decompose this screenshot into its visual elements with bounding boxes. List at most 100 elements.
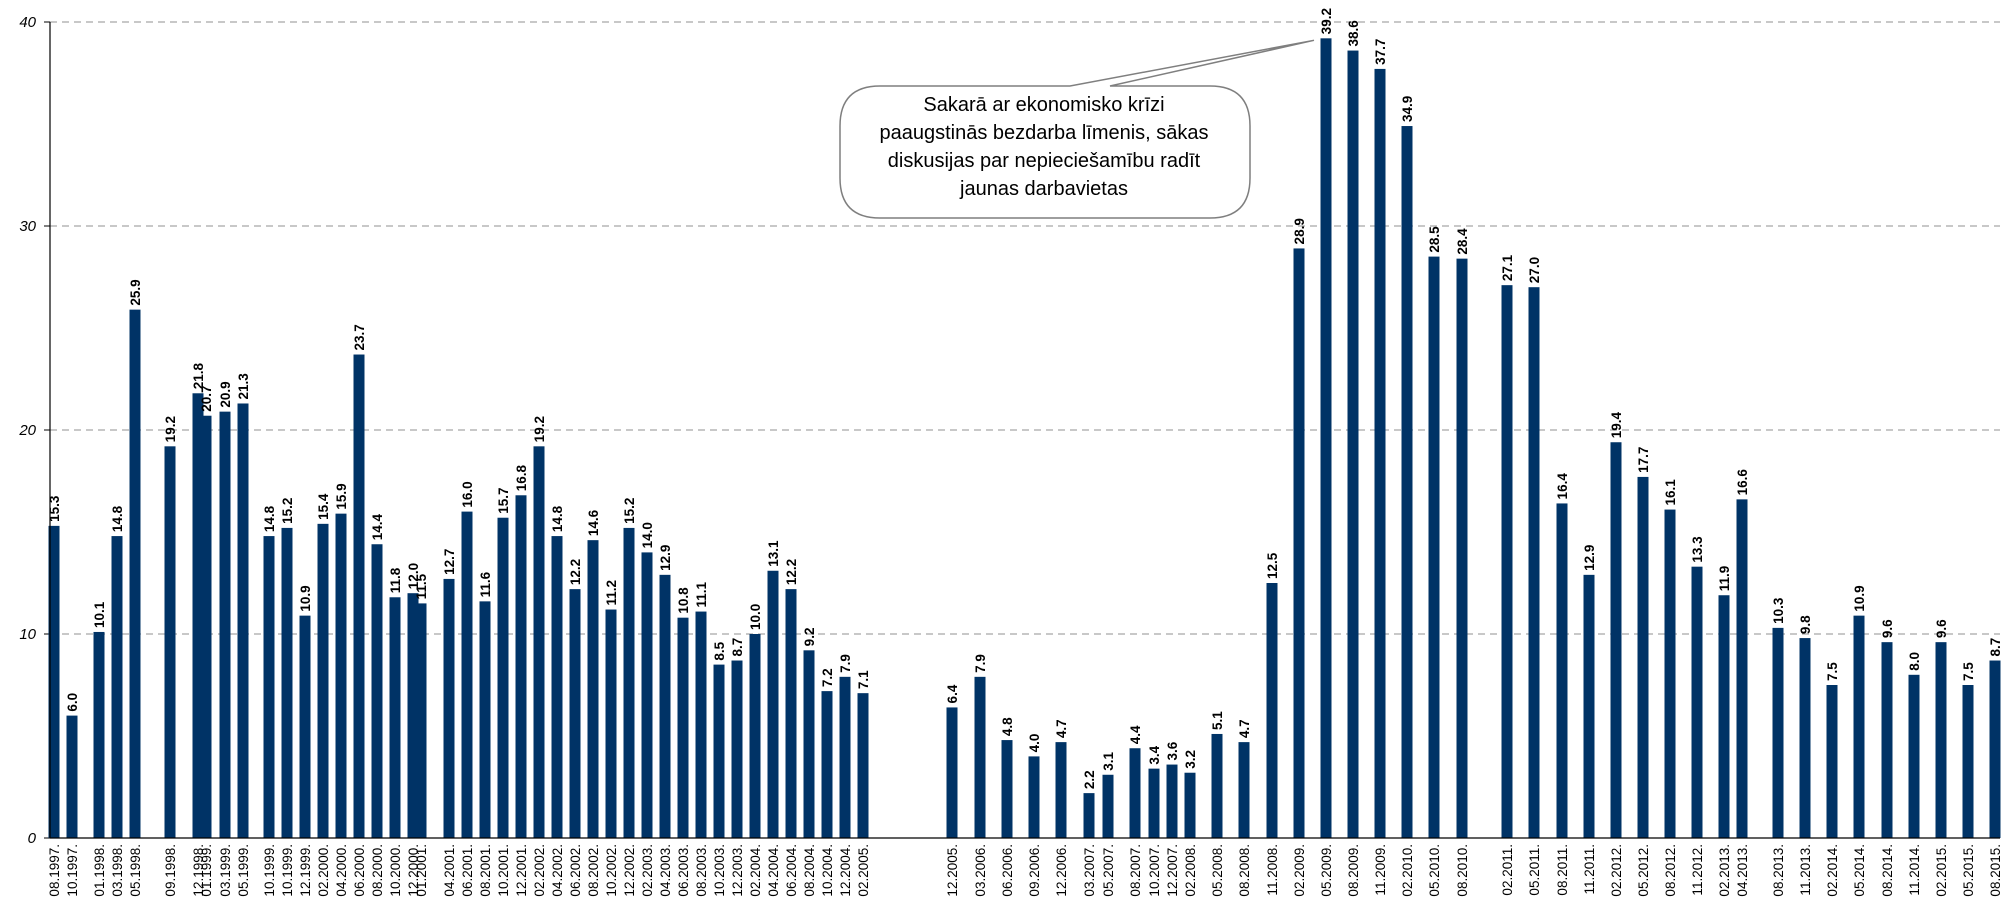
bar xyxy=(1691,566,1703,838)
y-tick-label: 10 xyxy=(19,626,36,643)
bar xyxy=(1456,258,1468,838)
data-label: 3.6 xyxy=(1165,741,1180,760)
bar xyxy=(317,523,329,838)
bar xyxy=(1610,442,1622,838)
x-tick-label: 04.2003. xyxy=(658,844,673,897)
x-tick-label: 09.1998. xyxy=(163,844,178,897)
bar xyxy=(371,544,383,838)
bar xyxy=(1736,499,1748,838)
bar xyxy=(1908,674,1920,838)
bar xyxy=(839,676,851,838)
bar xyxy=(803,650,815,838)
data-label: 8.7 xyxy=(730,638,745,657)
bar xyxy=(1664,509,1676,838)
y-axis-ticks: 0 10 20 30 40 xyxy=(18,14,50,847)
bar xyxy=(1826,685,1838,838)
x-tick-label: 02.2012. xyxy=(1609,844,1624,897)
bar xyxy=(281,527,293,838)
x-tick-label: 02.2013. xyxy=(1717,844,1732,897)
bar xyxy=(335,513,347,838)
bar xyxy=(1881,642,1893,838)
x-tick-label: 12.2005. xyxy=(945,844,960,897)
data-label: 11.9 xyxy=(1717,566,1732,592)
x-tick-label: 02.2009. xyxy=(1292,844,1307,897)
x-tick-label: 10.2004. xyxy=(820,844,835,897)
x-tick-label: 02.2004. xyxy=(748,844,763,897)
data-label: 14.8 xyxy=(110,505,125,532)
data-label: 20.7 xyxy=(199,385,214,411)
callout-annotation: Sakarā ar ekonomisko krīzi paaugstinās b… xyxy=(839,39,1315,219)
y-tick-label: 40 xyxy=(19,14,36,31)
bar xyxy=(1853,615,1865,838)
bar xyxy=(1962,685,1974,838)
x-tick-label: 06.2002. xyxy=(568,844,583,897)
bar xyxy=(749,634,761,838)
data-label: 9.6 xyxy=(1934,619,1949,638)
bar xyxy=(263,536,275,838)
x-tick-label: 02.2000. xyxy=(316,844,331,897)
x-tick-label: 02.2010. xyxy=(1400,844,1415,897)
data-label: 16.1 xyxy=(1663,479,1678,506)
bar xyxy=(677,617,689,838)
bar xyxy=(1799,638,1811,838)
bar xyxy=(1401,126,1413,839)
bar xyxy=(605,609,617,838)
x-tick-label: 05.2009. xyxy=(1319,844,1334,897)
data-label: 15.9 xyxy=(334,483,349,509)
bar xyxy=(1556,503,1568,838)
x-tick-label: 08.2014. xyxy=(1880,844,1895,897)
data-label: 12.5 xyxy=(1265,552,1280,579)
data-label: 27.1 xyxy=(1500,254,1515,281)
x-tick-label: 12.2007. xyxy=(1165,844,1180,897)
bar xyxy=(641,552,653,838)
bar xyxy=(1266,583,1278,838)
data-label: 12.2 xyxy=(784,559,799,585)
data-label: 13.3 xyxy=(1690,536,1705,563)
bar xyxy=(1374,68,1386,839)
data-label: 12.0 xyxy=(406,563,421,589)
data-label: 6.0 xyxy=(65,693,80,712)
x-tick-label: 12.2003. xyxy=(730,844,745,897)
bar xyxy=(219,411,231,838)
x-tick-label: 10.2007. xyxy=(1147,844,1162,897)
x-tick-label: 02.2011. xyxy=(1500,844,1515,896)
data-label: 7.2 xyxy=(820,668,835,687)
x-tick-label: 05.1998. xyxy=(128,844,143,897)
x-tick-label: 03.1998. xyxy=(110,844,125,897)
data-label: 4.4 xyxy=(1128,725,1143,744)
x-tick-label: 12.2004. xyxy=(838,844,853,897)
data-label: 4.8 xyxy=(1000,717,1015,736)
callout-line-4: jaunas darbavietas xyxy=(959,178,1128,200)
bar xyxy=(731,660,743,838)
data-label: 4.7 xyxy=(1237,719,1252,738)
bar xyxy=(551,536,563,838)
x-tick-label: 01.2001. xyxy=(414,844,429,897)
data-label: 12.7 xyxy=(442,549,457,575)
y-tick-label: 30 xyxy=(19,218,36,235)
data-label: 28.5 xyxy=(1427,226,1442,253)
bars xyxy=(48,38,2001,839)
data-label: 6.4 xyxy=(945,684,960,703)
data-label: 7.9 xyxy=(838,654,853,673)
x-tick-label: 08.2001. xyxy=(478,844,493,897)
bar xyxy=(587,540,599,838)
x-tick-label: 10.1999. xyxy=(262,844,277,897)
data-label: 7.1 xyxy=(856,670,871,689)
x-tick-label: 05.2014. xyxy=(1852,844,1867,897)
x-tick-label: 04.2013. xyxy=(1735,844,1750,897)
bar xyxy=(389,597,401,838)
data-label: 10.8 xyxy=(676,587,691,614)
data-label: 11.8 xyxy=(388,567,403,593)
data-label: 15.7 xyxy=(496,487,511,513)
bar xyxy=(200,415,212,838)
bar xyxy=(407,593,419,838)
x-tick-label: 01.1998. xyxy=(92,844,107,897)
data-label: 28.9 xyxy=(1292,218,1307,244)
x-tick-label: 06.2006. xyxy=(1000,844,1015,897)
x-tick-label: 02.2002. xyxy=(532,844,547,897)
x-tick-label: 11.2009. xyxy=(1373,844,1388,896)
data-label: 10.3 xyxy=(1771,597,1786,624)
x-tick-label: 10.2003. xyxy=(712,844,727,897)
data-label: 8.5 xyxy=(712,641,727,660)
x-tick-label: 05.2015. xyxy=(1961,844,1976,897)
